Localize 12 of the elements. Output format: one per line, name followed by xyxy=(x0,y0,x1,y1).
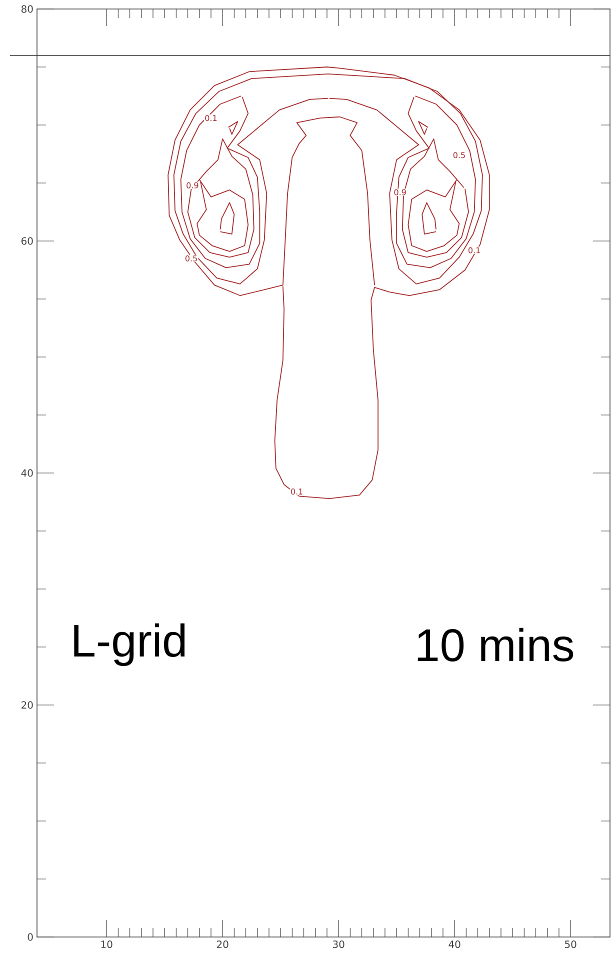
y-tick-label: 20 xyxy=(22,701,33,709)
x-tick-label: 30 xyxy=(333,940,344,948)
x-tick-label: 40 xyxy=(448,940,460,948)
y-tick-label: 40 xyxy=(21,469,33,477)
x-tick-label: 20 xyxy=(216,940,228,948)
annotation: 10 mins xyxy=(418,628,574,662)
y-tick-label: 0 xyxy=(28,933,33,941)
y-tick-label: 80 xyxy=(21,5,33,13)
x-tick-label: 10 xyxy=(101,940,112,948)
annotation: L-grid xyxy=(74,623,185,666)
x-tick-label: 50 xyxy=(565,940,576,948)
y-tick-label: 60 xyxy=(22,237,33,245)
